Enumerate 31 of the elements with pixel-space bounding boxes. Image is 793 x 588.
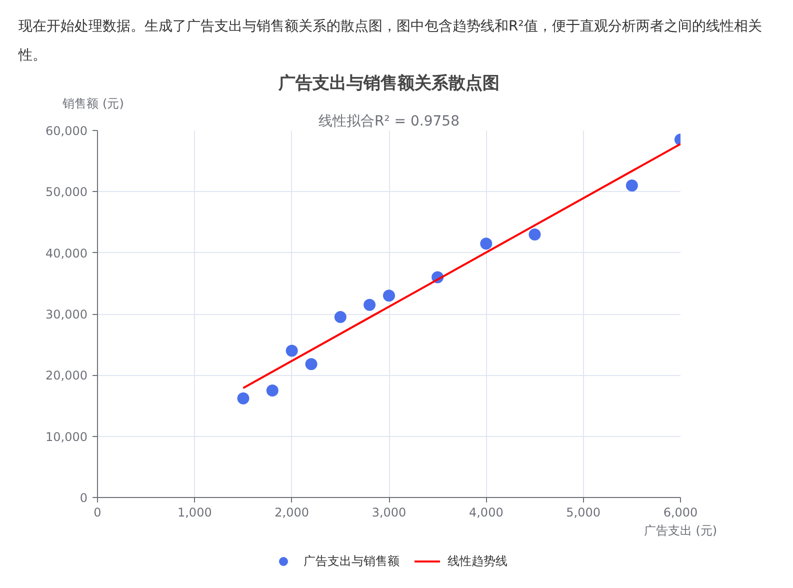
x-tick-label: 5,000 [566, 506, 601, 520]
point [383, 290, 395, 302]
point [364, 298, 376, 311]
y-tick-label: 50,000 [46, 185, 88, 200]
legend-label: 线性趋势线 [448, 552, 508, 570]
legend-label: 广告支出与销售额 [304, 552, 400, 570]
y-tick-label: 20,000 [46, 368, 88, 383]
y-axis-title: 销售额 (元) [62, 96, 124, 110]
y-tick-label: 30,000 [46, 308, 88, 322]
y-tick-label: 40,000 [46, 246, 88, 260]
y-tick-label: 0 [80, 491, 88, 505]
chart-title: 广告支出与销售额关系散点图 [278, 74, 500, 94]
point [480, 238, 492, 250]
point [528, 228, 541, 240]
point [305, 358, 318, 370]
point [237, 392, 250, 404]
x-tick-label: 0 [94, 506, 102, 520]
y-tick-label: 60,000 [46, 124, 88, 138]
chart-subtitle: 线性拟合R² = 0.9758 [318, 114, 460, 130]
y-tick-label: 10,000 [46, 430, 88, 444]
x-tick-label: 3,000 [372, 506, 406, 520]
x-tick-label: 2,000 [274, 506, 310, 520]
point [266, 384, 278, 396]
point [286, 344, 298, 357]
point [626, 180, 638, 192]
text: 现在开始处理数据。生成了广告支出与销售额关系的散点图，图中包含趋势线和R²值，便于直观分析两者之间的线性相关性。 [18, 18, 762, 64]
x-axis-title: 广告支出 (元) [644, 524, 718, 538]
x-tick-label: 1,000 [177, 506, 212, 520]
x-tick-label: 6,000 [663, 506, 698, 520]
point [334, 311, 346, 324]
x-tick-label: 4,000 [468, 506, 504, 520]
